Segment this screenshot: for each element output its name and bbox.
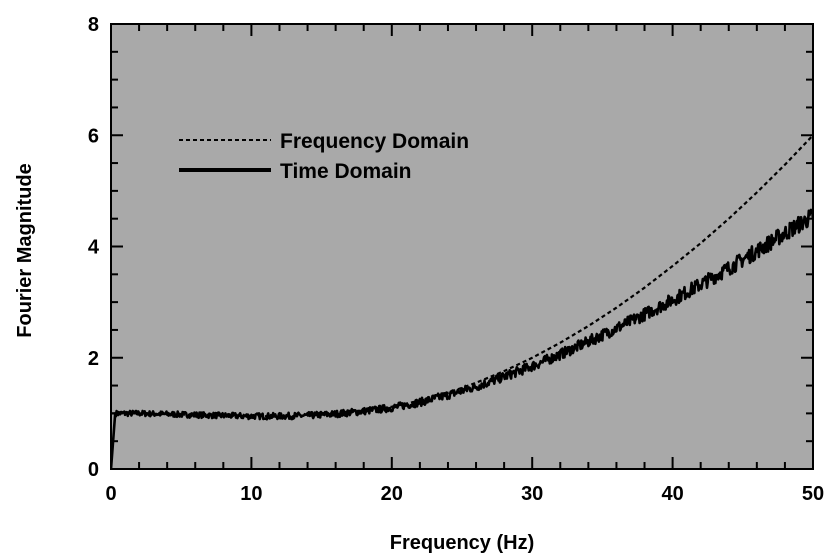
x-tick-label: 30 [521,483,543,505]
x-tick-label: 40 [661,483,683,505]
y-axis-title: Fourier Magnitude [14,163,36,337]
series-layer [111,134,813,469]
x-tick-label: 0 [105,483,116,505]
plot-area [111,24,813,469]
y-tick-label: 8 [88,14,99,36]
x-axis-title: Frequency (Hz) [390,532,534,554]
y-tick-labels: 0 2 4 6 8 [88,14,100,481]
x-tick-labels: 0 10 20 30 40 50 [105,483,824,505]
legend-label-frequency-domain: Frequency Domain [280,130,469,153]
legend-label-time-domain: Time Domain [280,160,411,183]
legend: Frequency Domain Time Domain [179,130,469,183]
ticks-layer [110,23,814,470]
y-tick-label: 0 [88,459,99,481]
series-time-domain [111,208,813,469]
x-tick-label: 50 [802,483,824,505]
y-tick-label: 4 [88,237,100,259]
y-tick-label: 2 [88,348,99,370]
x-tick-label: 10 [240,483,262,505]
x-tick-label: 20 [381,483,403,505]
plot-frame [110,23,814,470]
y-tick-label: 6 [88,125,99,147]
